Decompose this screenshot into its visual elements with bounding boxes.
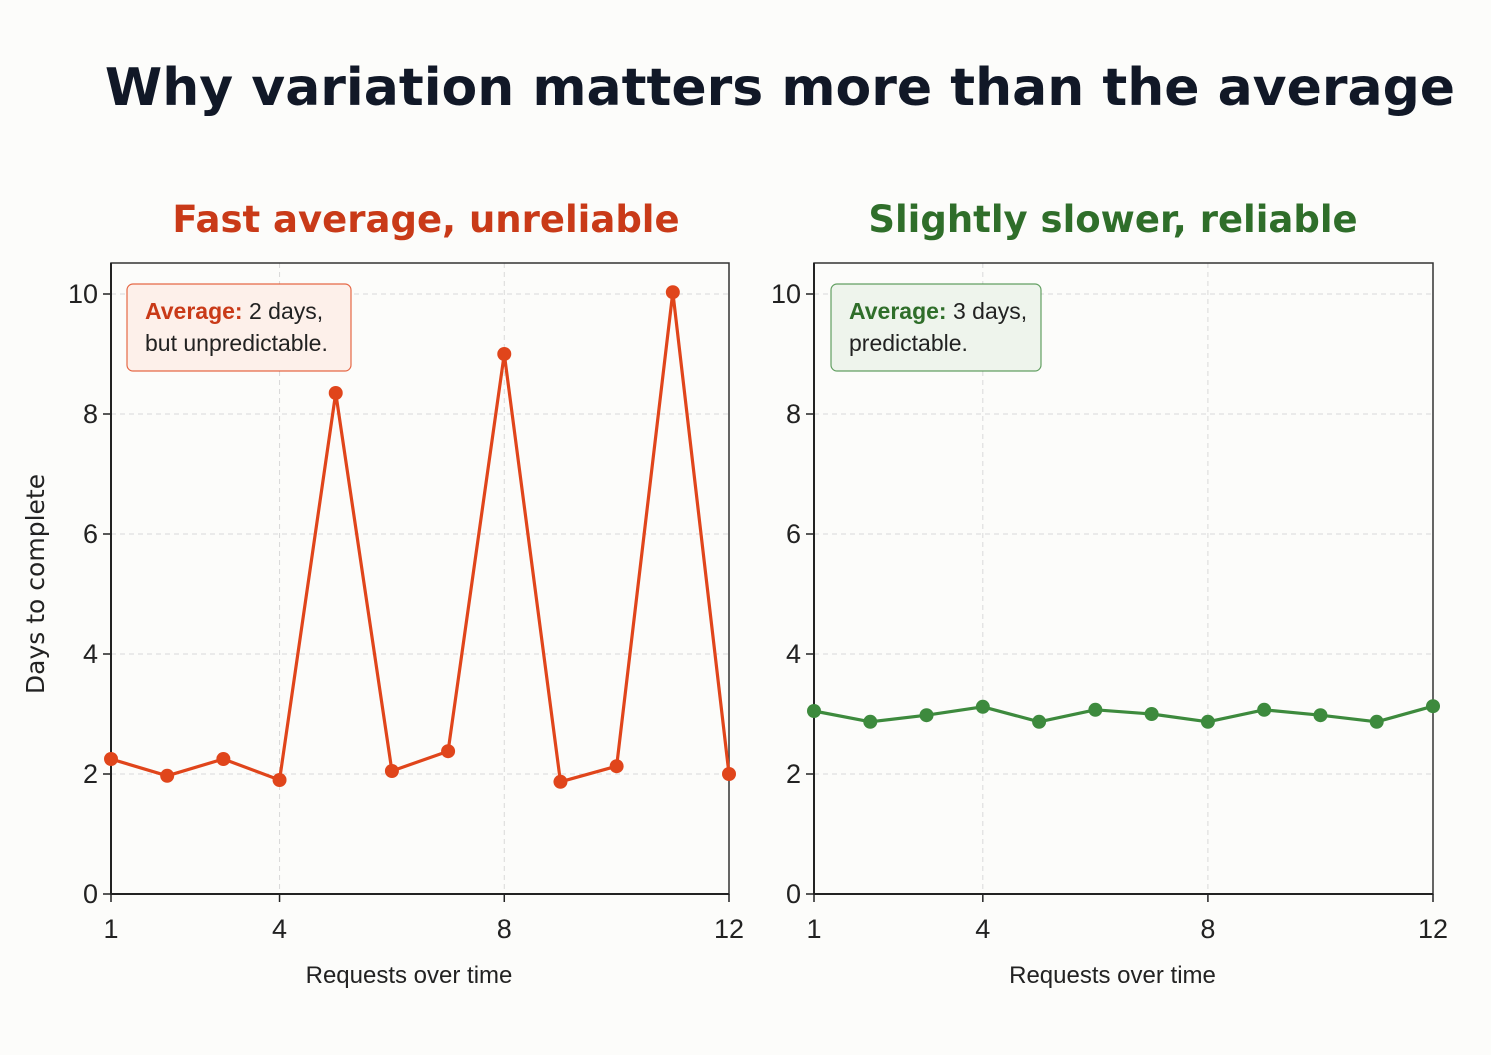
data-point-unreliable: [216, 752, 231, 766]
x-tick-label: 4: [272, 914, 287, 944]
data-point-reliable: [1313, 708, 1328, 723]
y-tick-label: 8: [786, 399, 801, 429]
data-point-unreliable: [272, 773, 287, 787]
data-point-unreliable: [384, 764, 399, 778]
x-tick-label: 8: [1200, 914, 1215, 944]
data-point-unreliable: [665, 285, 680, 300]
y-tick-label: 0: [786, 879, 801, 909]
data-point-unreliable: [609, 759, 624, 774]
y-tick-label: 10: [68, 279, 98, 309]
panel-unreliable: Fast average, unreliable 0 2 4 6 8 10 1 4 8 12 Requ…: [68, 198, 744, 989]
x-tick-label: 12: [1418, 914, 1448, 944]
panel-title-reliable: Slightly slower, reliable: [868, 198, 1357, 241]
panel-reliable: Slightly slower, reliable 0 2 4 6 8 10 1 4 8 12 Req…: [771, 198, 1448, 989]
data-point-unreliable: [553, 774, 568, 789]
data-point-reliable: [1426, 699, 1440, 714]
y-axis-label: Days to complete: [21, 474, 50, 694]
y-tick-label: 8: [83, 399, 98, 429]
x-tick-label: 1: [103, 914, 118, 944]
annotation-box-unreliable: [126, 283, 352, 372]
annotation-line-2: predictable.: [849, 330, 968, 356]
chart-title: Why variation matters more than the aver…: [105, 58, 1455, 118]
y-tick-label: 4: [786, 639, 801, 669]
annotation-line-1: Average: 2 days,: [145, 298, 323, 324]
data-point-reliable: [1257, 702, 1272, 717]
annotation-bold: Average:: [849, 298, 947, 324]
x-axis-label: Requests over time: [1009, 962, 1216, 989]
data-point-reliable: [1088, 702, 1103, 717]
y-tick-label: 10: [771, 279, 801, 309]
y-tick-label: 2: [786, 759, 801, 789]
x-tick-label: 12: [714, 914, 744, 944]
x-tick-label: 8: [497, 914, 512, 944]
panel-title-unreliable: Fast average, unreliable: [172, 198, 679, 241]
y-tick-label: 2: [83, 759, 98, 789]
y-tick-label: 4: [83, 639, 98, 669]
data-point-reliable: [919, 708, 934, 723]
annotation-bold: Average:: [145, 298, 243, 324]
x-axis-label: Requests over time: [306, 962, 513, 989]
data-point-reliable: [975, 699, 990, 714]
data-point-unreliable: [497, 347, 512, 361]
annotation-line-1: Average: 3 days,: [849, 298, 1027, 324]
data-point-unreliable: [722, 767, 736, 781]
x-tick-label: 1: [806, 914, 821, 944]
data-point-unreliable: [328, 386, 343, 400]
y-tick-label: 6: [786, 519, 801, 549]
data-point-unreliable: [104, 752, 118, 766]
annotation-box-reliable: [830, 283, 1042, 372]
y-tick-label: 6: [83, 519, 98, 549]
data-point-reliable: [1032, 714, 1047, 729]
x-tick-label: 4: [975, 914, 990, 944]
data-point-unreliable: [441, 744, 456, 759]
data-point-reliable: [1200, 714, 1215, 729]
data-point-reliable: [863, 714, 878, 729]
annotation-line-2: but unpredictable.: [145, 330, 328, 356]
data-point-reliable: [1144, 707, 1159, 721]
series-line-reliable: [813, 704, 1434, 724]
annotation-value: 3 days,: [947, 298, 1028, 324]
annotation-value: 2 days,: [243, 298, 324, 324]
data-point-unreliable: [160, 768, 175, 783]
data-point-reliable: [1369, 714, 1384, 729]
y-tick-label: 0: [83, 879, 98, 909]
data-point-reliable: [807, 704, 821, 718]
series-line-unreliable: [110, 290, 731, 784]
